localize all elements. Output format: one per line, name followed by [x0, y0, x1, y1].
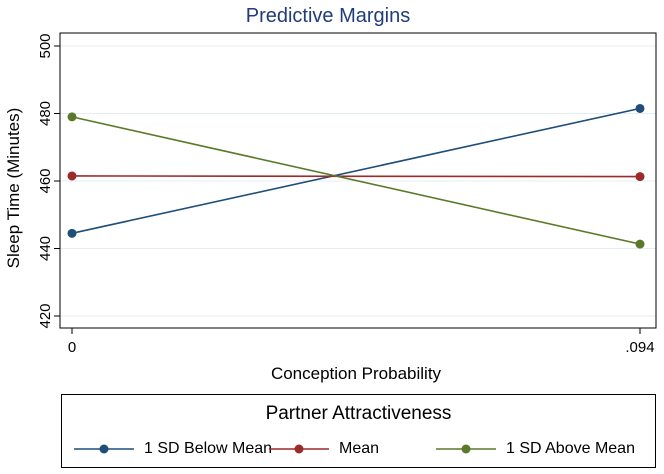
- legend-swatch: [74, 444, 134, 454]
- series-line: [71, 107, 641, 235]
- legend-label: Mean: [339, 440, 380, 457]
- legend-items: 1 SD Below Mean Mean 1 SD Above Mean: [62, 438, 655, 460]
- axes: 420 440 460 480 500 0 .094: [37, 32, 657, 356]
- chart-title: Predictive Margins: [246, 5, 411, 27]
- legend-swatch-marker: [294, 444, 304, 454]
- y-tick-label: 500: [37, 33, 54, 58]
- series-line: [71, 116, 641, 245]
- y-tick-label: 480: [37, 101, 54, 126]
- data-point: [635, 103, 645, 113]
- series-line: [71, 175, 641, 178]
- data-point: [67, 171, 77, 181]
- data-point: [635, 239, 645, 249]
- legend-label: 1 SD Below Mean: [144, 440, 273, 457]
- legend-swatch: [269, 444, 329, 454]
- series-lines: [67, 103, 645, 249]
- x-axis-label: Conception Probability: [271, 364, 442, 383]
- legend-swatch-marker: [99, 444, 109, 454]
- data-point: [67, 112, 77, 122]
- x-tick-label: .094: [625, 339, 654, 356]
- data-point: [635, 172, 645, 182]
- y-tick-label: 420: [37, 303, 54, 328]
- legend-label: 1 SD Above Mean: [506, 440, 635, 457]
- y-axis-label: Sleep Time (Minutes): [4, 108, 23, 269]
- legend-swatch: [436, 444, 496, 454]
- y-tick-label: 460: [37, 168, 54, 193]
- x-tick-label: 0: [68, 339, 76, 356]
- y-tick-label: 440: [37, 236, 54, 261]
- chart: Predictive Margins 4204404604805000.094 …: [4, 5, 657, 383]
- legend-swatch-marker: [461, 444, 471, 454]
- legend: Partner Attractiveness 1 SD Below Mean Me…: [61, 394, 656, 468]
- data-point: [67, 228, 77, 238]
- legend-title: Partner Attractiveness: [265, 403, 452, 424]
